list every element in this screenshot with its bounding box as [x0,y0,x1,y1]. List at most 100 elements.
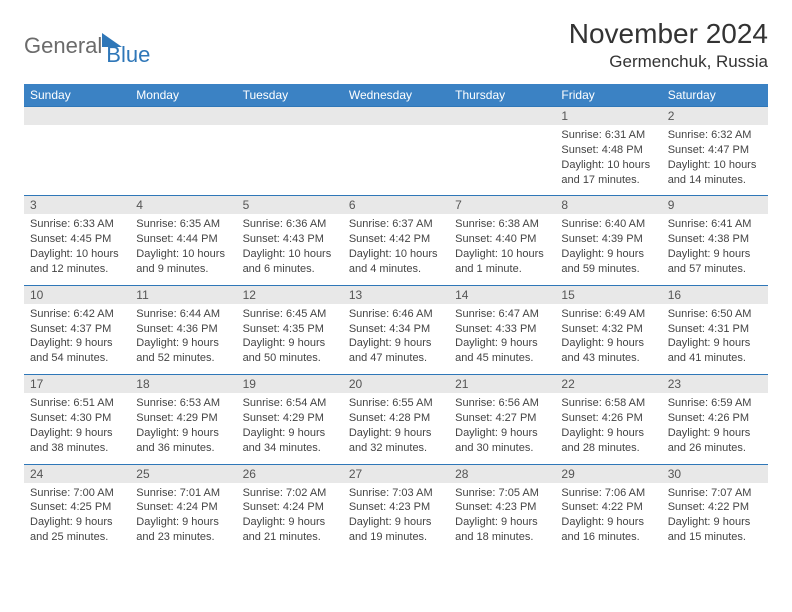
day-number: 6 [343,195,449,214]
sunrise-text: Sunrise: 6:32 AM [668,128,762,143]
empty-day-body [24,125,130,189]
daylight-text: Daylight: 9 hours and 50 minutes. [243,336,337,366]
day-number: 11 [130,285,236,304]
day-cell: 24Sunrise: 7:00 AMSunset: 4:25 PMDayligh… [24,464,130,553]
day-cell: 27Sunrise: 7:03 AMSunset: 4:23 PMDayligh… [343,464,449,553]
sunrise-text: Sunrise: 6:33 AM [30,217,124,232]
day-body: Sunrise: 7:02 AMSunset: 4:24 PMDaylight:… [237,483,343,553]
day-body: Sunrise: 6:38 AMSunset: 4:40 PMDaylight:… [449,214,555,284]
day-number: 26 [237,464,343,483]
sunrise-text: Sunrise: 7:05 AM [455,486,549,501]
day-number: 7 [449,195,555,214]
logo: General Blue [24,18,150,68]
day-body: Sunrise: 6:40 AMSunset: 4:39 PMDaylight:… [555,214,661,284]
day-body: Sunrise: 7:03 AMSunset: 4:23 PMDaylight:… [343,483,449,553]
sunrise-text: Sunrise: 7:00 AM [30,486,124,501]
sunset-text: Sunset: 4:31 PM [668,322,762,337]
week-row: 24 Sunrise: 7:00 AMSunset: 4:25 PM Dayligh… [24,464,768,553]
day-cell: 14Sunrise: 6:47 AMSunset: 4:33 PMDayligh… [449,285,555,374]
day-number: 24 [24,464,130,483]
empty-day-body [343,125,449,189]
day-cell: 12Sunrise: 6:45 AMSunset: 4:35 PMDayligh… [237,285,343,374]
sunset-text: Sunset: 4:25 PM [30,500,124,515]
daylight-text: Daylight: 10 hours and 9 minutes. [136,247,230,277]
sunset-text: Sunset: 4:33 PM [455,322,549,337]
daylight-text: Daylight: 9 hours and 18 minutes. [455,515,549,545]
sunset-text: Sunset: 4:24 PM [136,500,230,515]
sunrise-text: Sunrise: 6:49 AM [561,307,655,322]
sunset-text: Sunset: 4:22 PM [668,500,762,515]
day-body: Sunrise: 6:41 AMSunset: 4:38 PMDaylight:… [662,214,768,284]
day-body: Sunrise: 6:42 AMSunset: 4:37 PMDaylight:… [24,304,130,374]
day-number: 12 [237,285,343,304]
day-cell: 25Sunrise: 7:01 AMSunset: 4:24 PMDayligh… [130,464,236,553]
day-body: Sunrise: 6:47 AMSunset: 4:33 PMDaylight:… [449,304,555,374]
day-body: Sunrise: 7:07 AMSunset: 4:22 PMDaylight:… [662,483,768,553]
sunset-text: Sunset: 4:38 PM [668,232,762,247]
day-cell: 30Sunrise: 7:07 AMSunset: 4:22 PMDayligh… [662,464,768,553]
sunset-text: Sunset: 4:47 PM [668,143,762,158]
daylight-text: Daylight: 9 hours and 32 minutes. [349,426,443,456]
sunrise-text: Sunrise: 6:54 AM [243,396,337,411]
daylight-text: Daylight: 9 hours and 34 minutes. [243,426,337,456]
day-cell: 5Sunrise: 6:36 AMSunset: 4:43 PMDaylight… [237,195,343,284]
empty-day-bar [343,106,449,125]
day-cell: 19 Sunrise: 6:54 AMSunset: 4:29 PMDayligh… [237,374,343,463]
week-row: 17Sunrise: 6:51 AMSunset: 4:30 PMDayligh… [24,374,768,463]
day-body: Sunrise: 6:32 AMSunset: 4:47 PMDaylight:… [662,125,768,195]
daylight-text: Daylight: 9 hours and 43 minutes. [561,336,655,366]
daylight-text: Daylight: 9 hours and 45 minutes. [455,336,549,366]
sunrise-text: Sunrise: 6:44 AM [136,307,230,322]
empty-day-body [449,125,555,189]
day-number: 3 [24,195,130,214]
day-number: 28 [449,464,555,483]
day-cell: 11Sunrise: 6:44 AMSunset: 4:36 PMDayligh… [130,285,236,374]
day-number: 18 [130,374,236,393]
day-cell: 1Sunrise: 6:31 AMSunset: 4:48 PMDaylight… [555,106,661,195]
day-cell [449,106,555,195]
day-cell: 29Sunrise: 7:06 AMSunset: 4:22 PMDayligh… [555,464,661,553]
daylight-text: Daylight: 9 hours and 54 minutes. [30,336,124,366]
empty-day-bar [24,106,130,125]
day-cell: 15Sunrise: 6:49 AMSunset: 4:32 PMDayligh… [555,285,661,374]
daylight-text: Daylight: 9 hours and 36 minutes. [136,426,230,456]
day-number: 8 [555,195,661,214]
day-number: 19 [237,374,343,393]
day-body: Sunrise: 7:06 AMSunset: 4:22 PMDaylight:… [555,483,661,553]
daylight-text: Daylight: 10 hours and 4 minutes. [349,247,443,277]
daylight-text: Daylight: 9 hours and 15 minutes. [668,515,762,545]
day-header: Tuesday [237,84,343,106]
title-block: November 2024 Germenchuk, Russia [569,18,768,72]
day-cell: 28 Sunrise: 7:05 AMSunset: 4:23 PMDayligh… [449,464,555,553]
sunset-text: Sunset: 4:40 PM [455,232,549,247]
empty-day-bar [130,106,236,125]
daylight-text: Daylight: 10 hours and 17 minutes. [561,158,655,188]
daylight-text: Daylight: 9 hours and 59 minutes. [561,247,655,277]
sunset-text: Sunset: 4:26 PM [668,411,762,426]
daylight-text: Daylight: 9 hours and 16 minutes. [561,515,655,545]
sunrise-text: Sunrise: 6:53 AM [136,396,230,411]
day-number: 29 [555,464,661,483]
daylight-text: Daylight: 9 hours and 30 minutes. [455,426,549,456]
sunset-text: Sunset: 4:23 PM [455,500,549,515]
sunset-text: Sunset: 4:44 PM [136,232,230,247]
day-number: 5 [237,195,343,214]
day-header: Thursday [449,84,555,106]
calendar-table: SundayMondayTuesdayWednesdayThursdayFrid… [24,84,768,553]
empty-day-bar [237,106,343,125]
sunset-text: Sunset: 4:23 PM [349,500,443,515]
day-body: Sunrise: 6:49 AMSunset: 4:32 PMDaylight:… [555,304,661,374]
day-cell: 23Sunrise: 6:59 AMSunset: 4:26 PMDayligh… [662,374,768,463]
sunset-text: Sunset: 4:27 PM [455,411,549,426]
empty-day-body [130,125,236,189]
sunrise-text: Sunrise: 6:38 AM [455,217,549,232]
day-body: Sunrise: 6:46 AMSunset: 4:34 PMDaylight:… [343,304,449,374]
day-header: Friday [555,84,661,106]
day-body: Sunrise: 6:44 AMSunset: 4:36 PMDaylight:… [130,304,236,374]
day-cell [343,106,449,195]
sunset-text: Sunset: 4:35 PM [243,322,337,337]
daylight-text: Daylight: 9 hours and 52 minutes. [136,336,230,366]
sunset-text: Sunset: 4:29 PM [243,411,337,426]
day-body: Sunrise: 6:35 AMSunset: 4:44 PMDaylight:… [130,214,236,284]
location: Germenchuk, Russia [569,52,768,72]
